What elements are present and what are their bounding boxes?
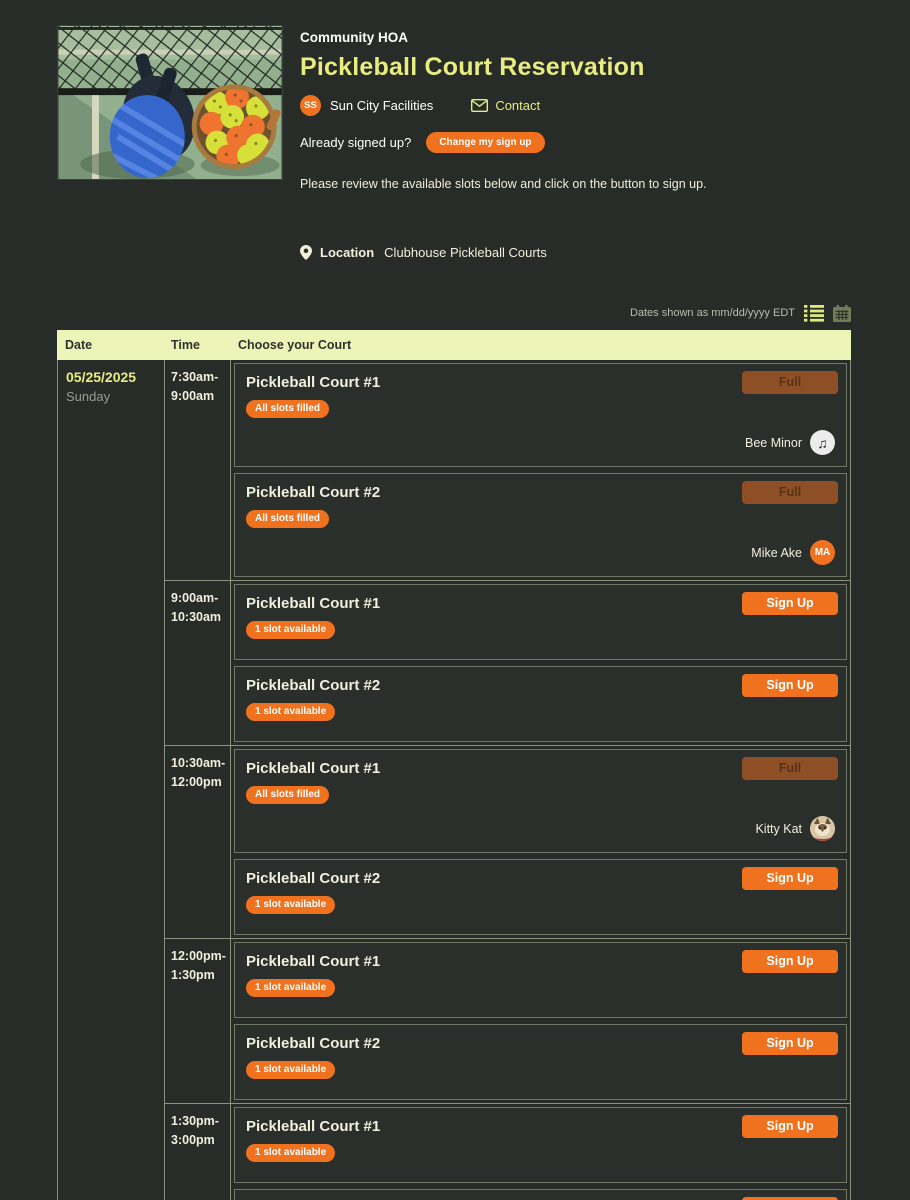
sign-up-button[interactable]: Sign Up — [742, 867, 838, 890]
court-slot-card: Pickleball Court #2 All slots filled Ful… — [234, 473, 847, 577]
slot-status-badge: All slots filled — [246, 786, 330, 804]
slot-status-badge: 1 slot available — [246, 896, 336, 914]
date-value: 05/25/2025 — [66, 369, 137, 385]
full-button: Full — [742, 371, 838, 394]
court-slot-card: Pickleball Court #1 1 slot available Sig… — [234, 1107, 847, 1183]
slot-status-badge: 1 slot available — [246, 979, 336, 997]
participant: Kitty Kat — [755, 816, 835, 841]
calendar-view-button[interactable] — [833, 304, 851, 325]
day-value: Sunday — [66, 389, 111, 404]
court-name: Pickleball Court #1 — [246, 374, 381, 391]
slot-list: Pickleball Court #1 All slots filled Ful… — [231, 360, 850, 580]
time-cell: 9:00am- 10:30am — [165, 581, 231, 745]
court-slot-card: Pickleball Court #2 1 slot available Sig… — [234, 666, 847, 742]
page-title: Pickleball Court Reservation — [300, 53, 645, 81]
court-name: Pickleball Court #1 — [246, 953, 381, 970]
court-name: Pickleball Court #2 — [246, 484, 381, 501]
participant-name: Kitty Kat — [755, 821, 802, 836]
date-cell: 05/25/2025 Sunday — [58, 360, 165, 1200]
creator-name: Sun City Facilities — [330, 98, 434, 113]
sign-up-button[interactable]: Sign Up — [742, 1032, 838, 1055]
sign-up-button[interactable]: Sign Up — [742, 1197, 838, 1200]
contact-link[interactable]: Contact — [471, 98, 540, 113]
slot-list: Pickleball Court #1 1 slot available Sig… — [231, 1104, 850, 1200]
column-header-court: Choose your Court — [238, 338, 352, 352]
signup-sheet: Date Time Choose your Court 05/25/2025 S… — [57, 330, 851, 1200]
slot-status-badge: 1 slot available — [246, 621, 336, 639]
slot-list: Pickleball Court #1 All slots filled Ful… — [231, 746, 850, 938]
creator-avatar: SS — [300, 95, 321, 116]
participant: Mike Ake MA — [751, 540, 835, 565]
envelope-icon — [471, 98, 489, 113]
table-header: Date Time Choose your Court — [57, 330, 851, 360]
time-cell: 10:30am- 12:00pm — [165, 746, 231, 938]
change-signup-button[interactable]: Change my sign up — [426, 132, 545, 153]
participant: Bee Minor ♫ — [745, 430, 835, 455]
location-label: Location — [320, 245, 375, 260]
court-slot-card: Pickleball Court #1 All slots filled Ful… — [234, 749, 847, 853]
slot-status-badge: All slots filled — [246, 400, 330, 418]
court-name: Pickleball Court #2 — [246, 1035, 381, 1052]
court-slot-card: Pickleball Court #2 1 slot available Sig… — [234, 1024, 847, 1100]
slot-status-badge: 1 slot available — [246, 703, 336, 721]
slot-list: Pickleball Court #1 1 slot available Sig… — [231, 581, 850, 745]
music-note-avatar-icon: ♫ — [810, 430, 835, 455]
time-row: 10:30am- 12:00pm Pickleball Court #1 All … — [165, 745, 850, 938]
participant-name: Bee Minor — [745, 435, 802, 450]
org-name: Community HOA — [300, 30, 408, 45]
column-header-date: Date — [65, 338, 93, 352]
location-row: Location Clubhouse Pickleball Courts — [300, 245, 547, 260]
time-row: 9:00am- 10:30am Pickleball Court #1 1 slo… — [165, 580, 850, 745]
court-name: Pickleball Court #2 — [246, 677, 381, 694]
full-button: Full — [742, 481, 838, 504]
time-row: 12:00pm- 1:30pm Pickleball Court #1 1 slo… — [165, 938, 850, 1103]
instructions-text: Please review the available slots below … — [300, 177, 707, 191]
calendar-view-icon — [833, 304, 851, 325]
sign-up-button[interactable]: Sign Up — [742, 1115, 838, 1138]
court-slot-card: Pickleball Court #1 All slots filled Ful… — [234, 363, 847, 467]
list-view-icon — [804, 305, 824, 325]
time-cell: 7:30am- 9:00am — [165, 360, 231, 580]
cat-photo-avatar — [810, 816, 835, 841]
dates-note: Dates shown as mm/dd/yyyy EDT — [629, 307, 795, 319]
participant-name: Mike Ake — [751, 545, 802, 560]
slot-status-badge: All slots filled — [246, 510, 330, 528]
column-header-time: Time — [171, 338, 200, 352]
court-slot-card: Pickleball Court #2 1 slot available Sig… — [234, 1189, 847, 1200]
sign-up-button[interactable]: Sign Up — [742, 950, 838, 973]
location-pin-icon — [300, 245, 312, 260]
signed-up-prompt: Already signed up? — [300, 135, 412, 150]
court-slot-card: Pickleball Court #2 1 slot available Sig… — [234, 859, 847, 935]
initials-avatar: MA — [810, 540, 835, 565]
table-body-groups: 7:30am- 9:00am Pickleball Court #1 All sl… — [165, 360, 850, 1200]
sign-up-button[interactable]: Sign Up — [742, 592, 838, 615]
contact-label: Contact — [495, 98, 541, 113]
slot-list: Pickleball Court #1 1 slot available Sig… — [231, 939, 850, 1103]
hero-image — [57, 25, 283, 180]
time-cell: 12:00pm- 1:30pm — [165, 939, 231, 1103]
slot-status-badge: 1 slot available — [246, 1061, 336, 1079]
court-slot-card: Pickleball Court #1 1 slot available Sig… — [234, 942, 847, 1018]
location-value: Clubhouse Pickleball Courts — [384, 245, 547, 260]
time-row: 7:30am- 9:00am Pickleball Court #1 All sl… — [165, 360, 850, 580]
time-cell: 1:30pm- 3:00pm — [165, 1104, 231, 1200]
full-button: Full — [742, 757, 838, 780]
time-row: 1:30pm- 3:00pm Pickleball Court #1 1 slot… — [165, 1103, 850, 1200]
court-name: Pickleball Court #2 — [246, 870, 381, 887]
court-name: Pickleball Court #1 — [246, 595, 381, 612]
pickleball-court-illustration — [58, 26, 282, 179]
court-slot-card: Pickleball Court #1 1 slot available Sig… — [234, 584, 847, 660]
slot-status-badge: 1 slot available — [246, 1144, 336, 1162]
court-name: Pickleball Court #1 — [246, 760, 381, 777]
list-view-button[interactable] — [804, 304, 824, 322]
court-name: Pickleball Court #1 — [246, 1118, 381, 1135]
sign-up-button[interactable]: Sign Up — [742, 674, 838, 697]
